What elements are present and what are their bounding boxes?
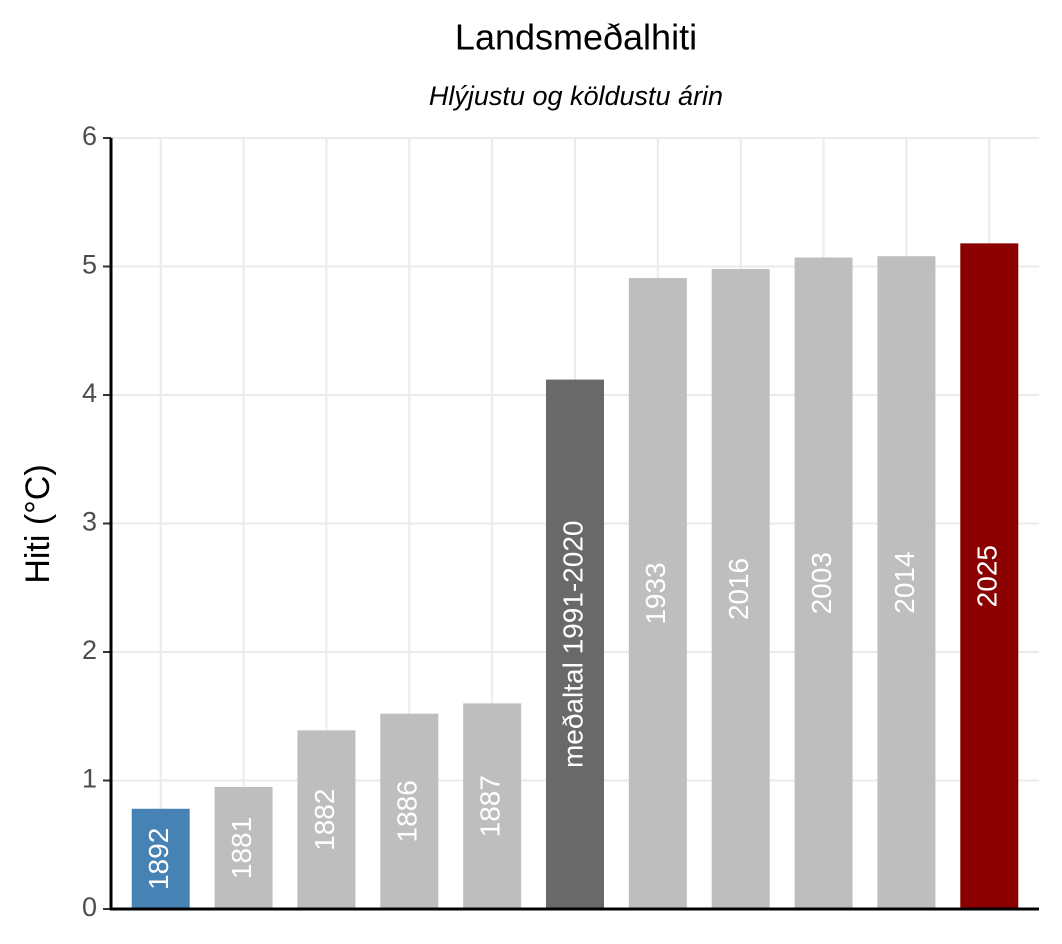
y-tick-label: 3 bbox=[82, 507, 97, 537]
bar bbox=[546, 379, 604, 910]
y-tick-label: 4 bbox=[82, 378, 97, 408]
bar-label: 1933 bbox=[640, 562, 671, 624]
chart-title: Landsmeðalhiti bbox=[455, 17, 697, 58]
bar bbox=[877, 256, 936, 910]
bar bbox=[960, 243, 1019, 909]
y-tick-label: 0 bbox=[82, 892, 97, 922]
bar bbox=[380, 713, 439, 909]
bar bbox=[794, 257, 853, 909]
y-tick-label: 1 bbox=[82, 764, 97, 794]
bar bbox=[297, 730, 356, 909]
y-tick-label: 2 bbox=[82, 635, 97, 665]
chart-subtitle: Hlýjustu og köldustu árin bbox=[429, 81, 723, 111]
bar-label: 1892 bbox=[143, 828, 174, 890]
bar bbox=[711, 269, 770, 909]
bar bbox=[463, 703, 522, 909]
bar-label: 2016 bbox=[723, 558, 754, 620]
y-tick-label: 6 bbox=[82, 121, 97, 151]
bar bbox=[131, 808, 190, 909]
y-axis-title: Hiti (°C) bbox=[19, 464, 57, 583]
bar bbox=[628, 278, 687, 909]
bar-label: 2003 bbox=[806, 552, 837, 614]
bar-label: 2014 bbox=[889, 551, 920, 613]
bar-label: 1881 bbox=[226, 817, 257, 879]
bar-label: meðaltal 1991-2020 bbox=[557, 521, 588, 769]
bar-label: 1887 bbox=[475, 775, 506, 837]
bar bbox=[214, 786, 273, 909]
bar-label: 1886 bbox=[392, 780, 423, 842]
y-tick-label: 5 bbox=[82, 250, 97, 280]
bar-label: 2025 bbox=[972, 545, 1003, 607]
bar-label: 1882 bbox=[309, 789, 340, 851]
